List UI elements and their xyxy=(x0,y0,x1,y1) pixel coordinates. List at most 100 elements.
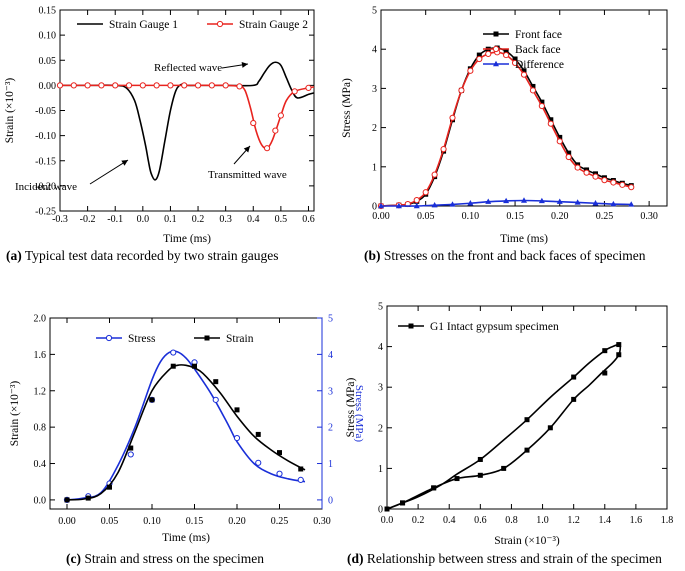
data-point xyxy=(107,484,112,490)
x-tick-label: 0.30 xyxy=(640,211,658,222)
x-tick-label: 0.0 xyxy=(137,214,150,225)
x-tick-label: 1.2 xyxy=(567,515,580,526)
data-point xyxy=(458,87,465,94)
data-point xyxy=(547,425,553,431)
data-point xyxy=(98,82,105,89)
x-tick-label: -0.1 xyxy=(107,214,123,225)
data-point xyxy=(547,120,554,127)
data-point xyxy=(305,84,312,91)
data-point xyxy=(212,396,219,403)
x-tick-label: 0.10 xyxy=(143,516,161,527)
x-tick-label: 0.15 xyxy=(506,211,524,222)
data-point xyxy=(213,379,219,385)
data-point xyxy=(538,197,545,204)
data-point xyxy=(153,82,160,89)
data-point xyxy=(236,83,243,90)
caption-c-tag: (c) xyxy=(66,551,81,566)
y-tick-label: 0.00 xyxy=(39,81,57,92)
data-point xyxy=(503,48,509,54)
data-point xyxy=(400,500,406,506)
x-tick-label: 0.0 xyxy=(381,515,394,526)
data-point xyxy=(170,349,177,356)
series-line-0 xyxy=(66,350,306,501)
data-point xyxy=(422,189,429,196)
y-tick-label: 0.05 xyxy=(39,56,57,67)
chart-c: 0.00 0.05 0.10 0.15 0.20 0.25 0.30 0.0 0.4 0.8 1.2… xyxy=(9,314,365,545)
data-point xyxy=(449,201,456,207)
data-point xyxy=(556,138,563,145)
data-point xyxy=(181,82,188,89)
data-point xyxy=(574,199,581,205)
data-point xyxy=(222,82,229,89)
data-point xyxy=(574,164,581,171)
caption-c-text: Strain and stress on the specimen xyxy=(84,551,264,566)
data-point xyxy=(556,198,563,204)
data-point xyxy=(440,146,447,153)
y-tick-label: 0.15 xyxy=(39,6,57,17)
data-point xyxy=(378,202,384,209)
y2-tick-label: 1 xyxy=(328,459,333,470)
caption-a: (a) Typical test data recorded by two st… xyxy=(6,248,278,264)
data-point xyxy=(467,200,474,206)
y-tick-label: 5 xyxy=(372,6,377,17)
chart-b: 0.00 0.05 0.10 0.15 0.20 0.25 0.30 0 1 2 3 4 5 Time (… xyxy=(341,6,668,245)
data-point xyxy=(449,114,456,121)
x-tick-label: 0.10 xyxy=(462,211,480,222)
series-line-1 xyxy=(380,51,632,207)
data-point xyxy=(602,370,608,376)
x-tick-label: 0.20 xyxy=(551,211,569,222)
x-tick-label: 1.8 xyxy=(661,515,674,526)
data-point xyxy=(538,102,545,110)
data-point xyxy=(139,82,146,89)
series-line-0 xyxy=(380,47,632,207)
data-point xyxy=(277,112,284,119)
legend-label: Strain xyxy=(226,333,254,345)
data-point xyxy=(467,67,474,74)
x-tick-label: 0.00 xyxy=(58,516,76,527)
annotation-arrowhead xyxy=(121,160,128,166)
legend-label: Difference xyxy=(515,59,564,71)
legend-label: G1 Intact gypsum specimen xyxy=(430,321,559,333)
data-point xyxy=(530,83,536,89)
data-point xyxy=(521,197,527,203)
data-point xyxy=(566,150,572,156)
legend-marker xyxy=(493,31,499,37)
legend-label: Back face xyxy=(515,44,561,56)
x-tick-label: 0.4 xyxy=(247,214,260,225)
series-line-1 xyxy=(66,364,306,501)
data-point xyxy=(520,71,528,78)
data-point xyxy=(194,82,202,89)
x-tick-label: 0.2 xyxy=(412,515,425,526)
y-tick-label: 2 xyxy=(372,123,377,134)
y-axis-label: Strain (×10⁻³) xyxy=(4,78,16,144)
y-tick-label: 0 xyxy=(378,505,383,516)
y-tick-label: 2 xyxy=(378,423,383,434)
y2-tick-label: 5 xyxy=(328,314,333,325)
series-line-0 xyxy=(60,61,315,181)
legend-label: Stress xyxy=(128,333,156,345)
x-tick-label: -0.2 xyxy=(80,214,96,225)
annotation-label: Transmitted wave xyxy=(208,169,287,181)
y2-tick-label: 2 xyxy=(328,423,333,434)
data-point xyxy=(112,82,119,89)
series-line-0 xyxy=(386,343,622,510)
data-point xyxy=(384,506,390,512)
x-tick-label: 1.6 xyxy=(630,515,643,526)
annotation-arrowhead xyxy=(243,146,250,153)
y-tick-label: 1 xyxy=(378,464,383,475)
data-point xyxy=(557,134,563,140)
series-line-1 xyxy=(60,84,315,150)
data-point xyxy=(250,119,257,127)
x-tick-label: 0.6 xyxy=(302,214,315,225)
data-point xyxy=(602,348,608,354)
y-tick-label: 4 xyxy=(372,45,377,56)
y-axis-label: Stress (MPa) xyxy=(341,78,353,138)
caption-c: (c) Strain and stress on the specimen xyxy=(66,551,264,567)
x-tick-label: 1.0 xyxy=(536,515,549,526)
x-tick-label: 0.00 xyxy=(372,211,390,222)
data-point xyxy=(583,169,590,176)
y-tick-label: 2.0 xyxy=(34,314,47,325)
data-point xyxy=(413,202,420,209)
x-tick-label: 1.4 xyxy=(599,515,612,526)
